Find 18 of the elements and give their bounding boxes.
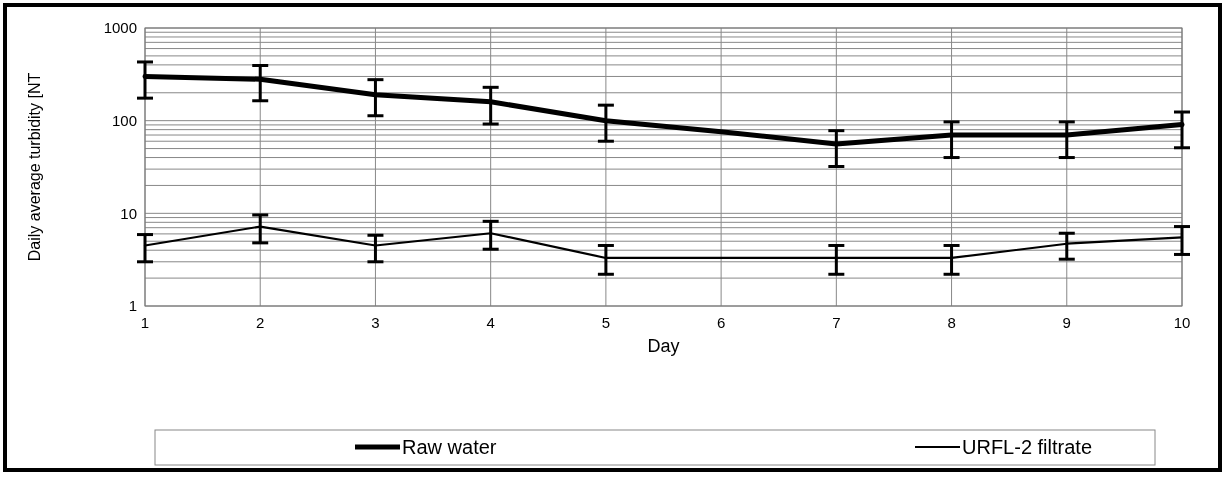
x-tick-label: 10 [1173,314,1191,331]
legend-label: URFL-2 filtrate [962,436,1093,458]
x-tick-label: 6 [716,314,726,331]
y-tick-label: 1 [128,297,137,315]
legend-label: Raw water [402,436,497,458]
x-tick-label: 8 [947,314,956,331]
y-tick-label: 1000 [103,19,137,37]
y-tick-label: 10 [120,204,137,222]
x-tick-label: 2 [256,314,265,331]
x-tick-label: 4 [486,314,495,331]
x-tick-label: 1 [140,314,150,331]
x-tick-label: 3 [371,314,380,331]
y-axis-title: Daily average turbidity [NT [26,72,43,262]
x-tick-label: 9 [1062,314,1071,331]
y-tick-label: 100 [111,111,137,129]
x-axis-title: Day [647,336,680,356]
x-tick-label: 7 [832,314,841,331]
x-tick-label: 5 [601,314,611,331]
